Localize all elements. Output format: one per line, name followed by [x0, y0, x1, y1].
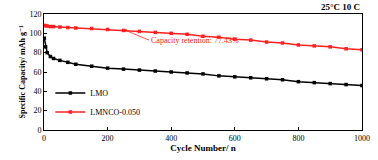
svg-text:20: 20	[33, 106, 41, 115]
svg-text:80: 80	[33, 48, 41, 57]
svg-text:100: 100	[29, 29, 41, 38]
svg-text:Specific Capacity/ mAh g⁻¹: Specific Capacity/ mAh g⁻¹	[18, 25, 27, 119]
svg-text:800: 800	[292, 134, 304, 143]
svg-text:25°C 10 C: 25°C 10 C	[321, 2, 360, 12]
svg-text:40: 40	[33, 87, 41, 96]
svg-text:Cycle Number/ n: Cycle Number/ n	[170, 143, 236, 153]
svg-text:Capacity retention: 77.43%: Capacity retention: 77.43%	[151, 36, 239, 45]
svg-text:0: 0	[37, 126, 41, 135]
svg-text:400: 400	[165, 134, 177, 143]
svg-text:120: 120	[29, 10, 41, 19]
svg-text:60: 60	[33, 68, 41, 77]
svg-text:600: 600	[229, 134, 241, 143]
svg-text:1000: 1000	[354, 134, 370, 143]
svg-text:LMO: LMO	[90, 89, 108, 98]
svg-text:0: 0	[42, 134, 46, 143]
svg-text:200: 200	[102, 134, 114, 143]
svg-text:LMNCO-0.050: LMNCO-0.050	[90, 108, 140, 117]
